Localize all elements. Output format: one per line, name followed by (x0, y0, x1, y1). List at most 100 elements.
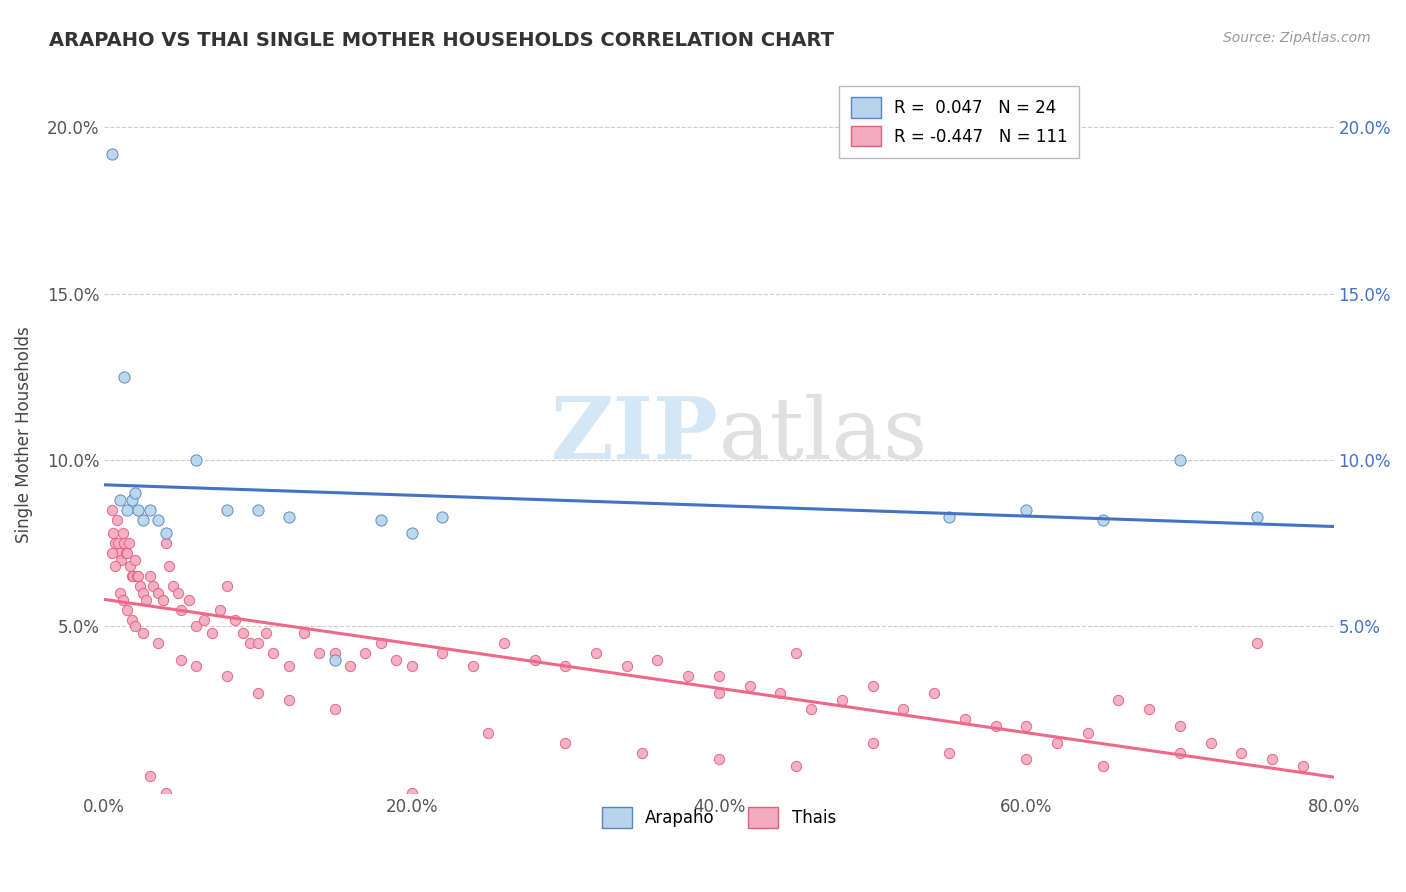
Point (477, 725, 499, 739)
Point (105, 513, 128, 527)
Point (111, 526, 134, 541)
Point (938, 509, 960, 524)
Point (186, 659, 208, 673)
Point (292, 626, 315, 640)
Point (953, 713, 976, 727)
Point (323, 646, 346, 660)
Point (616, 659, 638, 673)
Point (676, 669, 699, 683)
Point (124, 619, 146, 633)
Point (277, 509, 299, 524)
Point (131, 513, 153, 527)
Point (101, 546, 124, 560)
Point (142, 579, 165, 593)
Point (170, 652, 193, 666)
Point (124, 486, 146, 500)
Point (121, 492, 143, 507)
Y-axis label: Single Mother Households: Single Mother Households (15, 326, 32, 543)
Point (186, 619, 208, 633)
Point (891, 702, 914, 716)
Point (1108, 692, 1130, 706)
Point (922, 686, 945, 700)
Point (217, 579, 239, 593)
Point (432, 646, 454, 660)
Point (385, 652, 408, 666)
Point (108, 546, 131, 560)
Point (707, 686, 730, 700)
Point (128, 579, 150, 593)
Point (401, 659, 423, 673)
Point (114, 546, 136, 560)
Point (1092, 513, 1115, 527)
Point (707, 752, 730, 766)
Point (131, 586, 153, 600)
Point (101, 147, 124, 161)
Point (1168, 746, 1191, 760)
Point (769, 686, 792, 700)
Point (121, 569, 143, 583)
Point (146, 513, 169, 527)
Point (1015, 719, 1038, 733)
Text: ZIP: ZIP (551, 393, 718, 477)
Text: atlas: atlas (718, 393, 928, 476)
Point (117, 603, 139, 617)
Point (139, 503, 162, 517)
Point (401, 526, 423, 541)
Point (201, 626, 224, 640)
Point (232, 626, 254, 640)
Point (1292, 759, 1315, 773)
Point (1168, 453, 1191, 467)
Point (111, 592, 134, 607)
Point (127, 503, 149, 517)
Point (146, 636, 169, 650)
Point (104, 536, 127, 550)
Point (785, 646, 807, 660)
Point (339, 659, 361, 673)
Point (101, 503, 124, 517)
Point (108, 492, 131, 507)
Point (239, 636, 262, 650)
Point (155, 526, 177, 541)
Point (157, 559, 180, 574)
Point (224, 613, 246, 627)
Point (554, 659, 576, 673)
Point (1015, 503, 1038, 517)
Point (131, 626, 153, 640)
Point (246, 636, 269, 650)
Point (118, 536, 141, 550)
Point (370, 636, 392, 650)
Point (152, 592, 174, 607)
Point (862, 679, 884, 693)
Point (585, 646, 607, 660)
Point (208, 603, 231, 617)
Point (108, 586, 131, 600)
Point (800, 702, 823, 716)
Point (177, 592, 200, 607)
Point (1168, 719, 1191, 733)
Point (523, 652, 546, 666)
Point (162, 579, 184, 593)
Point (1246, 509, 1268, 524)
Text: ARAPAHO VS THAI SINGLE MOTHER HOUSEHOLDS CORRELATION CHART: ARAPAHO VS THAI SINGLE MOTHER HOUSEHOLDS… (49, 31, 834, 50)
Point (738, 679, 761, 693)
Point (246, 686, 269, 700)
Point (107, 536, 129, 550)
Point (432, 509, 454, 524)
Point (193, 613, 215, 627)
Point (647, 652, 669, 666)
Point (277, 692, 299, 706)
Point (246, 503, 269, 517)
Point (167, 586, 190, 600)
Point (120, 559, 142, 574)
Point (104, 559, 127, 574)
Point (1092, 759, 1115, 773)
Point (370, 513, 392, 527)
Point (1261, 752, 1284, 766)
Point (254, 626, 277, 640)
Point (354, 646, 377, 660)
Point (323, 652, 346, 666)
Point (103, 526, 125, 541)
Point (125, 569, 148, 583)
Point (461, 659, 484, 673)
Point (401, 786, 423, 800)
